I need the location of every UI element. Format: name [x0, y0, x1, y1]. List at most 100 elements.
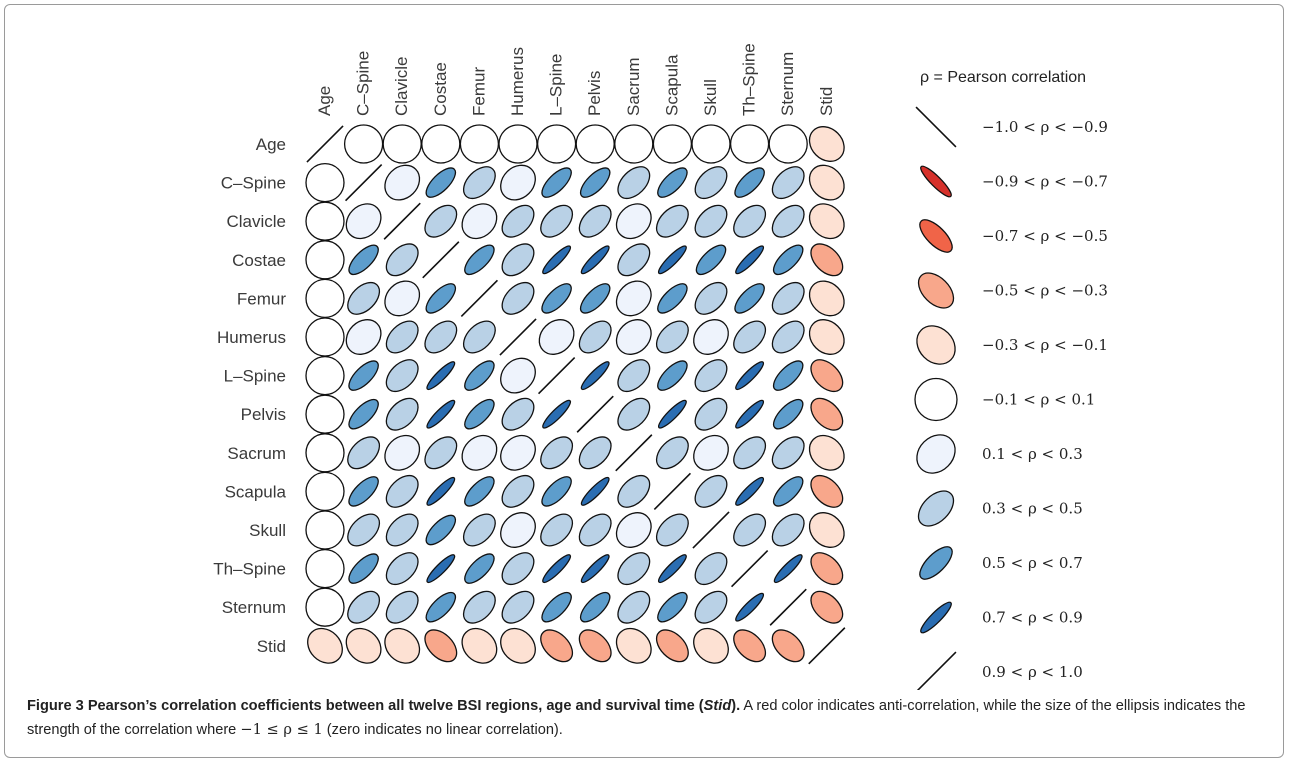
- legend-mark: [916, 434, 956, 474]
- correlation-cell: [345, 319, 382, 355]
- correlation-cell: [808, 164, 845, 201]
- row-label: C–Spine: [221, 174, 286, 193]
- column-label: Th–Spine: [740, 43, 759, 116]
- correlation-cell: [540, 436, 574, 470]
- correlation-cell: [462, 513, 496, 547]
- correlation-cell: [580, 554, 610, 584]
- caption-text-1: A red color indicates anti-correlation, …: [27, 698, 1246, 738]
- correlation-cell: [425, 167, 457, 198]
- row-label: Sternum: [222, 598, 286, 617]
- correlation-cell: [464, 244, 495, 276]
- correlation-cell: [655, 436, 689, 470]
- correlation-cell: [385, 590, 419, 624]
- column-labels: Age C–Spine Clavicle Costae Femur Humerus L–Sp…: [315, 43, 836, 116]
- correlation-cell: [729, 124, 770, 164]
- legend-label: −0.3 < ρ < −0.1: [982, 336, 1108, 354]
- correlation-cell: [808, 627, 846, 665]
- correlation-cell: [305, 433, 345, 473]
- correlation-cell: [771, 629, 805, 663]
- correlation-cell: [810, 552, 844, 586]
- correlation-cell: [771, 281, 805, 315]
- correlation-cell: [772, 398, 804, 430]
- column-label: Stid: [817, 87, 836, 116]
- correlation-cell: [808, 319, 845, 355]
- legend-mark: [919, 219, 953, 253]
- row-label: Stid: [257, 637, 286, 656]
- correlation-cell: [382, 124, 422, 164]
- legend-mark: [916, 651, 957, 690]
- correlation-cell: [694, 397, 728, 431]
- correlation-cell: [653, 472, 692, 511]
- legend-mark: [917, 272, 955, 309]
- correlation-cell: [501, 474, 535, 508]
- correlation-cell: [734, 167, 765, 198]
- legend-label: −1.0 < ρ < −0.9: [982, 118, 1108, 136]
- correlation-cell: [464, 398, 495, 430]
- legend-label: −0.1 < ρ < 0.1: [982, 391, 1095, 409]
- correlation-cell: [540, 513, 574, 547]
- correlation-cell: [500, 164, 536, 201]
- correlation-cell: [615, 280, 652, 317]
- correlation-cell: [615, 512, 652, 548]
- caption-title: Figure 3 Pearson’s correlation coefficie…: [27, 698, 741, 714]
- correlation-cell: [498, 124, 538, 164]
- correlation-cell: [579, 591, 611, 623]
- correlation-cell: [537, 356, 576, 395]
- correlation-cell: [693, 434, 729, 471]
- correlation-cell: [426, 476, 456, 506]
- correlation-cell: [307, 627, 343, 664]
- legend-label: 0.1 < ρ < 0.3: [982, 445, 1083, 463]
- correlation-cell: [575, 124, 615, 164]
- correlation-cell: [579, 283, 611, 314]
- correlation-cell: [347, 590, 381, 624]
- correlation-cell: [692, 511, 730, 549]
- correlation-cell: [773, 554, 803, 584]
- correlation-cell: [343, 124, 384, 164]
- correlation-cell: [464, 360, 495, 391]
- correlation-cell: [691, 124, 731, 164]
- correlation-cell: [694, 166, 728, 200]
- legend-mark: [920, 601, 952, 634]
- correlation-cell: [771, 436, 805, 470]
- correlation-cell: [657, 399, 687, 429]
- correlation-cell: [305, 355, 345, 396]
- correlation-cell: [735, 592, 765, 622]
- correlation-cell: [542, 554, 572, 584]
- figure-caption: Figure 3 Pearson’s correlation coefficie…: [27, 695, 1277, 742]
- correlation-cell: [615, 319, 652, 355]
- correlation-cell: [383, 202, 421, 240]
- correlation-cell: [305, 240, 345, 280]
- correlation-cell: [501, 397, 535, 431]
- correlation-cell: [617, 359, 651, 393]
- correlation-cell: [306, 125, 344, 163]
- correlation-cell: [348, 360, 379, 391]
- legend-mark: [914, 377, 958, 422]
- correlation-cell: [730, 549, 769, 588]
- correlation-cell: [424, 629, 458, 663]
- legend-label: 0.7 < ρ < 0.9: [982, 609, 1083, 627]
- correlation-cell: [540, 204, 574, 238]
- row-label: Scapula: [225, 482, 287, 501]
- correlation-cell: [733, 436, 767, 470]
- correlation-cell: [694, 552, 728, 586]
- correlation-cell: [384, 280, 421, 317]
- column-label: Femur: [469, 67, 488, 116]
- legend-label: 0.9 < ρ < 1.0: [982, 663, 1083, 681]
- correlation-cell: [808, 203, 845, 240]
- correlation-cell: [345, 203, 382, 240]
- legend-label: 0.3 < ρ < 0.5: [982, 500, 1083, 518]
- correlation-cell: [305, 471, 345, 512]
- column-label: L–Spine: [547, 54, 566, 116]
- correlation-cell: [579, 167, 611, 198]
- correlation-cell: [772, 476, 804, 507]
- correlation-cell: [461, 627, 498, 664]
- correlation-cell: [772, 360, 804, 391]
- correlation-cell: [735, 399, 765, 429]
- correlation-cell: [348, 476, 379, 507]
- correlation-cell: [461, 434, 498, 471]
- correlation-cell: [541, 167, 572, 198]
- correlation-cell: [810, 397, 844, 431]
- correlation-cell: [657, 554, 687, 584]
- row-label: Pelvis: [241, 405, 286, 424]
- correlation-cell: [657, 360, 688, 391]
